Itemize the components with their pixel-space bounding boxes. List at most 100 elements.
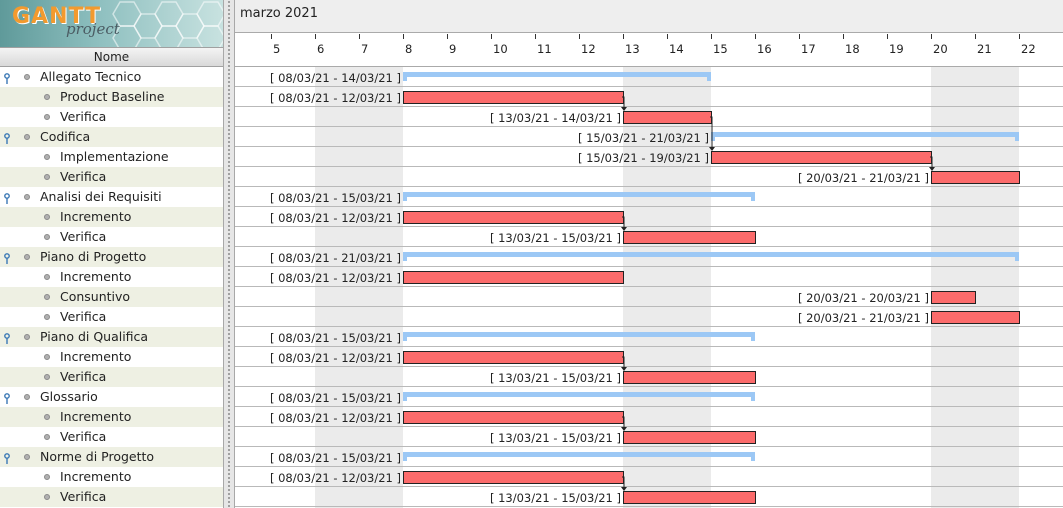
tree-expander-icon[interactable] [4, 191, 10, 204]
column-header-name[interactable]: Nome [0, 47, 223, 67]
task-bar[interactable] [931, 171, 1020, 184]
day-tick [755, 34, 756, 39]
task-row[interactable]: Verifica [0, 107, 223, 127]
summary-bar[interactable] [403, 332, 755, 341]
day-label: 6 [317, 42, 325, 56]
splitter-grip[interactable] [227, 0, 232, 508]
task-bar[interactable] [931, 311, 1020, 324]
dependency-arrowhead-icon [621, 107, 627, 111]
task-name[interactable]: Product Baseline [60, 89, 165, 104]
day-label: 12 [581, 42, 596, 56]
logo-subtitle: project [66, 20, 120, 38]
task-group-row[interactable]: Norme di Progetto [0, 447, 223, 467]
summary-bar[interactable] [403, 192, 755, 201]
task-name[interactable]: Implementazione [60, 149, 169, 164]
task-name[interactable]: Verifica [60, 369, 107, 384]
task-name[interactable]: Piano di Qualifica [40, 329, 149, 344]
tree-expander-icon[interactable] [4, 391, 10, 404]
task-row[interactable]: Incremento [0, 467, 223, 487]
row-gridline [235, 446, 1063, 447]
task-row[interactable]: Verifica [0, 367, 223, 387]
date-range-label: [ 13/03/21 - 15/03/21 ] [489, 491, 621, 505]
date-range-label: [ 20/03/21 - 21/03/21 ] [797, 311, 929, 325]
task-bullet-icon [44, 474, 50, 480]
row-gridline [235, 166, 1063, 167]
task-name[interactable]: Incremento [60, 269, 132, 284]
summary-bar-end-cap [707, 72, 711, 81]
task-bar[interactable] [623, 371, 756, 384]
task-group-row[interactable]: Piano di Qualifica [0, 327, 223, 347]
task-bar[interactable] [403, 271, 624, 284]
task-name[interactable]: Verifica [60, 429, 107, 444]
task-name[interactable]: Verifica [60, 169, 107, 184]
task-row[interactable]: Incremento [0, 267, 223, 287]
task-row[interactable]: Consuntivo [0, 287, 223, 307]
tree-expander-icon[interactable] [4, 71, 10, 84]
task-group-row[interactable]: Codifica [0, 127, 223, 147]
task-bullet-icon [44, 214, 50, 220]
day-tick [843, 34, 844, 39]
task-row[interactable]: Verifica [0, 427, 223, 447]
task-group-row[interactable]: Piano di Progetto [0, 247, 223, 267]
tree-expander-icon[interactable] [4, 131, 10, 144]
day-tick [667, 34, 668, 39]
summary-bar[interactable] [711, 132, 1019, 141]
summary-bar[interactable] [403, 252, 1019, 261]
tree-expander-icon[interactable] [4, 331, 10, 344]
task-bullet-icon [44, 174, 50, 180]
day-tick [359, 34, 360, 39]
task-bullet-icon [44, 434, 50, 440]
task-group-row[interactable]: Analisi dei Requisiti [0, 187, 223, 207]
tree-expander-icon[interactable] [4, 251, 10, 264]
ganttproject-logo: GANTT project [0, 0, 223, 47]
gantt-chart-area[interactable]: marzo 2021 [ 08/03/21 - 14/03/21 ] [ 08/0… [235, 0, 1063, 508]
summary-bar[interactable] [403, 452, 755, 461]
day-tick [799, 34, 800, 39]
date-range-label: [ 20/03/21 - 20/03/21 ] [797, 291, 929, 305]
summary-bar-end-cap [1015, 132, 1019, 141]
task-name[interactable]: Incremento [60, 409, 132, 424]
task-row[interactable]: Verifica [0, 487, 223, 507]
task-name[interactable]: Norme di Progetto [40, 449, 155, 464]
task-name[interactable]: Codifica [40, 129, 91, 144]
task-bar[interactable] [931, 291, 976, 304]
task-row[interactable]: Verifica [0, 307, 223, 327]
task-bullet-icon [24, 134, 30, 140]
task-bullet-icon [24, 194, 30, 200]
summary-bar[interactable] [403, 392, 755, 401]
task-name[interactable]: Glossario [40, 389, 98, 404]
summary-bar[interactable] [403, 72, 711, 81]
task-name[interactable]: Verifica [60, 489, 107, 504]
task-row[interactable]: Implementazione [0, 147, 223, 167]
task-row[interactable]: Product Baseline [0, 87, 223, 107]
task-bar[interactable] [623, 431, 756, 444]
task-bullet-icon [44, 114, 50, 120]
task-name[interactable]: Incremento [60, 349, 132, 364]
task-name[interactable]: Incremento [60, 209, 132, 224]
task-name[interactable]: Verifica [60, 109, 107, 124]
task-bar[interactable] [623, 231, 756, 244]
date-range-label: [ 08/03/21 - 12/03/21 ] [269, 91, 401, 105]
task-row[interactable]: Incremento [0, 407, 223, 427]
panel-splitter[interactable] [223, 0, 235, 508]
task-row[interactable]: Verifica [0, 167, 223, 187]
day-tick [491, 34, 492, 39]
task-name[interactable]: Verifica [60, 309, 107, 324]
task-row[interactable]: Verifica [0, 227, 223, 247]
task-name[interactable]: Piano di Progetto [40, 249, 147, 264]
task-bar[interactable] [623, 491, 756, 504]
dependency-line [622, 476, 625, 490]
row-gridline [235, 206, 1063, 207]
task-name[interactable]: Verifica [60, 229, 107, 244]
date-range-label: [ 08/03/21 - 15/03/21 ] [269, 331, 401, 345]
task-group-row[interactable]: Glossario [0, 387, 223, 407]
task-name[interactable]: Consuntivo [60, 289, 131, 304]
task-name[interactable]: Allegato Tecnico [40, 69, 142, 84]
task-name[interactable]: Analisi dei Requisiti [40, 189, 162, 204]
task-bullet-icon [24, 454, 30, 460]
tree-expander-icon[interactable] [4, 451, 10, 464]
task-row[interactable]: Incremento [0, 347, 223, 367]
task-row[interactable]: Incremento [0, 207, 223, 227]
task-name[interactable]: Incremento [60, 469, 132, 484]
task-group-row[interactable]: Allegato Tecnico [0, 67, 223, 87]
